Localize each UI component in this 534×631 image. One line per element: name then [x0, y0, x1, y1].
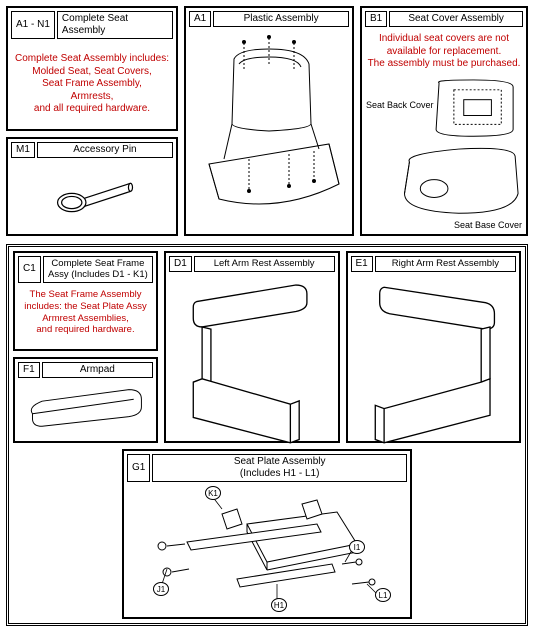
- title-d1: Left Arm Rest Assembly: [194, 256, 335, 272]
- label-j1: J1: [153, 582, 169, 596]
- panel-accessory-pin: M1 Accessory Pin: [6, 137, 178, 236]
- label-h1: H1: [271, 598, 287, 612]
- title-g1: Seat Plate Assembly (Includes H1 - L1): [152, 454, 407, 482]
- panel-seat-cover-assembly: B1 Seat Cover Assembly Individual seat c…: [360, 6, 528, 236]
- drawing-right-arm-rest: [351, 274, 517, 456]
- row2-left-column: C1 Complete Seat Frame Assy (Includes D1…: [13, 251, 158, 443]
- code-g1: G1: [127, 454, 150, 482]
- row-2-group: C1 Complete Seat Frame Assy (Includes D1…: [6, 244, 528, 626]
- panel-complete-seat-frame: C1 Complete Seat Frame Assy (Includes D1…: [13, 251, 158, 351]
- panel-plastic-assembly: A1 Plastic Assembly: [184, 6, 354, 236]
- panel-left-arm-rest: D1 Left Arm Rest Assembly: [164, 251, 340, 443]
- col-left-arm: D1 Left Arm Rest Assembly: [164, 251, 340, 443]
- header-d1: D1 Left Arm Rest Assembly: [169, 256, 335, 272]
- label-k1: K1: [205, 486, 221, 500]
- title-a1: Plastic Assembly: [213, 11, 349, 27]
- col-right-arm: E1 Right Arm Rest Assembly: [346, 251, 522, 443]
- title-m1: Accessory Pin: [37, 142, 173, 158]
- code-m1: M1: [11, 142, 35, 158]
- drawing-left-arm-rest: [169, 274, 335, 456]
- header-b1: B1 Seat Cover Assembly: [365, 11, 523, 27]
- header-g1: G1 Seat Plate Assembly (Includes H1 - L1…: [127, 454, 407, 482]
- label-seat-base-cover: Seat Base Cover: [454, 220, 522, 230]
- header-f1: F1 Armpad: [18, 362, 153, 378]
- row1-left-column: A1 - N1 Complete Seat Assembly Complete …: [6, 6, 178, 236]
- title-b1: Seat Cover Assembly: [389, 11, 523, 27]
- drawing-armpad: [18, 380, 153, 438]
- title-c1: Complete Seat Frame Assy (Includes D1 - …: [43, 256, 153, 283]
- label-seat-back-cover: Seat Back Cover: [366, 100, 434, 110]
- code-a1n1: A1 - N1: [11, 11, 55, 39]
- label-l1: L1: [375, 588, 391, 602]
- header-e1: E1 Right Arm Rest Assembly: [351, 256, 517, 272]
- code-f1: F1: [18, 362, 40, 378]
- drawing-seat-plate: [127, 484, 407, 614]
- panel-right-arm-rest: E1 Right Arm Rest Assembly: [346, 251, 522, 443]
- header-m1: M1 Accessory Pin: [11, 142, 173, 158]
- panel-seat-plate-assembly: G1 Seat Plate Assembly (Includes H1 - L1…: [122, 449, 412, 619]
- title-a1n1: Complete Seat Assembly: [57, 11, 173, 39]
- header-a1: A1 Plastic Assembly: [189, 11, 349, 27]
- panel-complete-seat-assembly: A1 - N1 Complete Seat Assembly Complete …: [6, 6, 178, 131]
- row-1: A1 - N1 Complete Seat Assembly Complete …: [6, 6, 528, 236]
- header-a1n1: A1 - N1 Complete Seat Assembly: [11, 11, 173, 39]
- code-d1: D1: [169, 256, 192, 272]
- code-a1: A1: [189, 11, 211, 27]
- panel-armpad: F1 Armpad: [13, 357, 158, 443]
- header-c1: C1 Complete Seat Frame Assy (Includes D1…: [18, 256, 153, 283]
- row-2: C1 Complete Seat Frame Assy (Includes D1…: [13, 251, 521, 443]
- note-a1n1: Complete Seat Assembly includes: Molded …: [11, 49, 173, 120]
- code-e1: E1: [351, 256, 373, 272]
- drawing-plastic-assembly: [189, 29, 349, 229]
- title-f1: Armpad: [42, 362, 153, 378]
- code-b1: B1: [365, 11, 387, 27]
- drawing-accessory-pin: [11, 160, 173, 231]
- code-c1: C1: [18, 256, 41, 283]
- drawing-seat-covers: [365, 75, 523, 223]
- label-i1: I1: [349, 540, 365, 554]
- title-e1: Right Arm Rest Assembly: [375, 256, 516, 272]
- row-3: G1 Seat Plate Assembly (Includes H1 - L1…: [13, 449, 521, 619]
- note-c1: The Seat Frame Assembly includes: the Se…: [18, 285, 153, 341]
- note-b1: Individual seat covers are not available…: [365, 29, 523, 75]
